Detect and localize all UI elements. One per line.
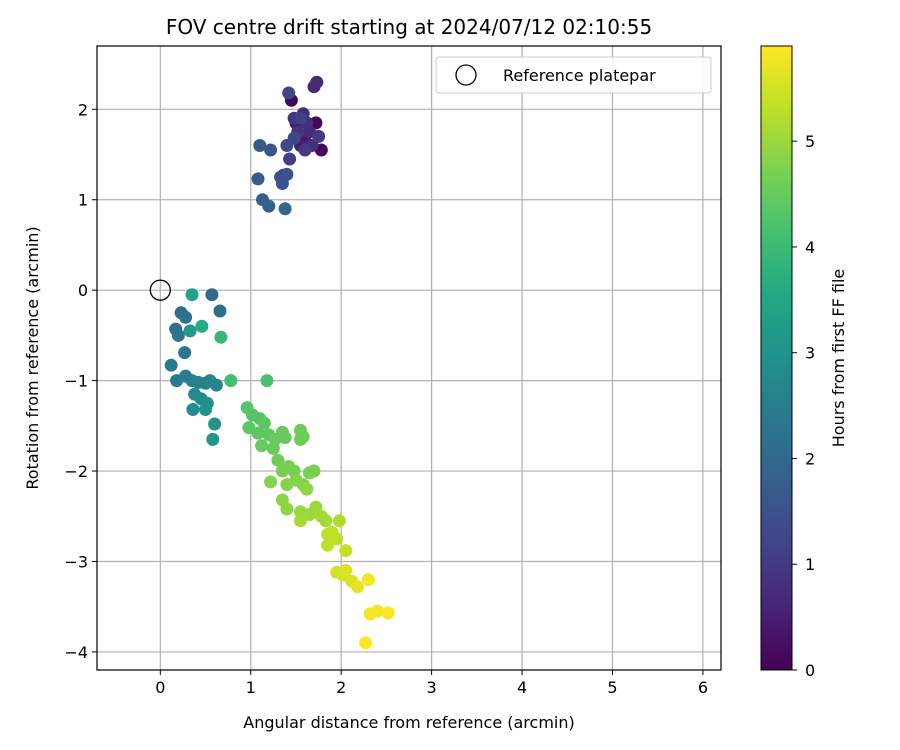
y-tick-label: 1 bbox=[78, 191, 88, 210]
data-point bbox=[171, 328, 185, 342]
legend: Reference platepar bbox=[435, 56, 712, 94]
data-point bbox=[294, 514, 307, 528]
data-point bbox=[275, 177, 289, 190]
data-point bbox=[264, 143, 278, 157]
colorbar-label: Hours from first FF file bbox=[829, 269, 848, 448]
data-point bbox=[195, 319, 209, 333]
data-point bbox=[280, 502, 294, 516]
data-point bbox=[185, 288, 199, 302]
data-point bbox=[199, 403, 212, 416]
data-point bbox=[312, 129, 326, 143]
x-tick-label: 3 bbox=[427, 678, 437, 697]
data-point bbox=[359, 636, 373, 650]
data-point bbox=[370, 604, 384, 618]
x-tick-label: 2 bbox=[336, 678, 346, 697]
legend-box bbox=[435, 56, 712, 94]
y-ticks: −4 −3 −2 −1 0 1 2 bbox=[64, 100, 97, 662]
colorbar bbox=[760, 45, 793, 671]
colorbar-tick-label: 3 bbox=[805, 344, 815, 363]
data-point bbox=[164, 358, 178, 372]
data-point bbox=[321, 538, 335, 552]
data-points bbox=[164, 75, 395, 650]
y-tick-label: −2 bbox=[64, 462, 88, 481]
data-point bbox=[310, 75, 324, 89]
data-point bbox=[213, 304, 227, 318]
data-point bbox=[251, 426, 265, 440]
data-point bbox=[298, 143, 312, 157]
data-point bbox=[282, 86, 296, 100]
data-point bbox=[275, 464, 289, 478]
data-point bbox=[208, 417, 222, 431]
data-point bbox=[381, 606, 395, 620]
y-tick-label: 2 bbox=[78, 100, 88, 119]
colorbar-tick-label: 5 bbox=[805, 132, 815, 151]
colorbar-ticks: 0 1 2 3 4 5 bbox=[792, 132, 815, 680]
data-point bbox=[266, 441, 280, 455]
data-point bbox=[309, 116, 323, 130]
data-point bbox=[251, 172, 265, 186]
data-point bbox=[283, 152, 297, 166]
plot-frame bbox=[96, 45, 722, 671]
colorbar-tick-label: 2 bbox=[805, 449, 815, 468]
colorbar-tick-label: 0 bbox=[805, 661, 815, 680]
data-point bbox=[280, 139, 294, 152]
legend-reference-marker bbox=[455, 64, 477, 86]
data-point bbox=[332, 514, 346, 528]
x-ticks: 0 1 2 3 4 5 6 bbox=[155, 670, 708, 697]
grid-lines bbox=[97, 46, 721, 670]
data-point bbox=[294, 432, 307, 446]
data-point bbox=[330, 532, 344, 546]
colorbar-tick-label: 4 bbox=[805, 238, 815, 257]
data-point bbox=[264, 475, 278, 489]
data-point bbox=[214, 330, 228, 344]
data-point bbox=[319, 514, 333, 528]
data-point bbox=[186, 403, 200, 416]
colorbar-tick-label: 1 bbox=[805, 555, 815, 574]
x-tick-label: 4 bbox=[517, 678, 527, 697]
y-axis-label: Rotation from reference (arcmin) bbox=[23, 226, 42, 489]
x-tick-label: 5 bbox=[607, 678, 617, 697]
x-axis-label: Angular distance from reference (arcmin) bbox=[243, 713, 574, 732]
data-point bbox=[255, 439, 269, 453]
data-point bbox=[339, 544, 353, 558]
data-point bbox=[271, 453, 285, 467]
data-point bbox=[300, 482, 314, 496]
y-tick-label: 0 bbox=[78, 281, 88, 300]
data-point bbox=[257, 416, 271, 430]
y-tick-label: −4 bbox=[64, 643, 88, 662]
legend-label: Reference platepar bbox=[503, 66, 656, 85]
data-point bbox=[339, 564, 353, 577]
data-point bbox=[178, 346, 192, 360]
data-point bbox=[262, 199, 276, 213]
data-point bbox=[278, 202, 292, 216]
data-point bbox=[179, 310, 193, 324]
data-point bbox=[183, 324, 197, 338]
data-point bbox=[209, 378, 223, 392]
y-tick-label: −3 bbox=[64, 552, 88, 571]
x-tick-label: 6 bbox=[698, 678, 708, 697]
chart-title: FOV centre drift starting at 2024/07/12 … bbox=[166, 15, 652, 39]
data-point bbox=[253, 139, 267, 152]
y-tick-label: −1 bbox=[64, 372, 88, 391]
data-point bbox=[351, 580, 364, 594]
reference-marker bbox=[149, 279, 171, 301]
data-point bbox=[361, 573, 375, 587]
data-point bbox=[206, 432, 220, 446]
x-tick-label: 0 bbox=[155, 678, 165, 697]
data-point bbox=[260, 374, 274, 388]
data-point bbox=[307, 464, 321, 478]
data-point bbox=[294, 111, 307, 125]
data-point bbox=[278, 431, 292, 445]
data-point bbox=[205, 288, 219, 302]
data-point bbox=[224, 374, 238, 388]
reference-marker-group bbox=[149, 279, 171, 301]
x-tick-label: 1 bbox=[246, 678, 256, 697]
